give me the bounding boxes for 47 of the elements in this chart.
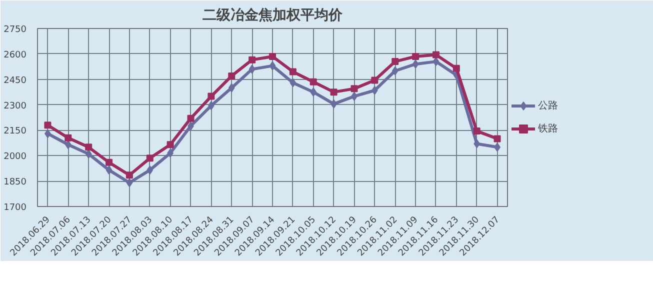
point [228, 72, 236, 80]
point [310, 78, 317, 86]
point [126, 172, 133, 179]
point [187, 114, 194, 122]
point [310, 88, 317, 97]
point [146, 154, 154, 162]
point [392, 58, 399, 66]
point [166, 141, 174, 148]
y-tick-label: 1850 [4, 178, 27, 188]
point [64, 134, 72, 142]
point [412, 60, 419, 69]
point [452, 64, 460, 72]
point [330, 88, 338, 96]
point [412, 52, 420, 60]
point [392, 66, 398, 76]
point [494, 135, 501, 142]
point [350, 85, 358, 92]
point [44, 122, 52, 129]
y-tick-label: 2000 [4, 152, 27, 162]
point [290, 78, 296, 88]
y-tick-label: 2600 [4, 50, 27, 60]
y-tick-label: 2150 [4, 126, 27, 137]
y-tick-label: 2300 [4, 101, 27, 112]
point [64, 140, 72, 150]
point [106, 166, 112, 175]
legend-label: 公路 [538, 100, 558, 112]
point [126, 178, 133, 188]
point [146, 166, 154, 175]
point [289, 68, 296, 76]
point [228, 83, 235, 92]
y-tick-label: 2750 [4, 25, 27, 35]
point [371, 76, 378, 84]
y-tick-label: 1700 [4, 203, 27, 213]
point [473, 128, 480, 135]
point [208, 92, 215, 100]
point [269, 52, 276, 60]
point [432, 57, 440, 66]
point [85, 144, 92, 151]
point [248, 56, 256, 64]
point [269, 61, 276, 70]
chart-title: 二级冶金焦加权平均价 [202, 8, 344, 24]
legend-label: 铁路 [538, 122, 558, 136]
point [106, 158, 113, 166]
point [474, 139, 480, 148]
point [248, 64, 256, 74]
y-tick-label: 2450 [4, 76, 27, 86]
point [432, 51, 440, 58]
